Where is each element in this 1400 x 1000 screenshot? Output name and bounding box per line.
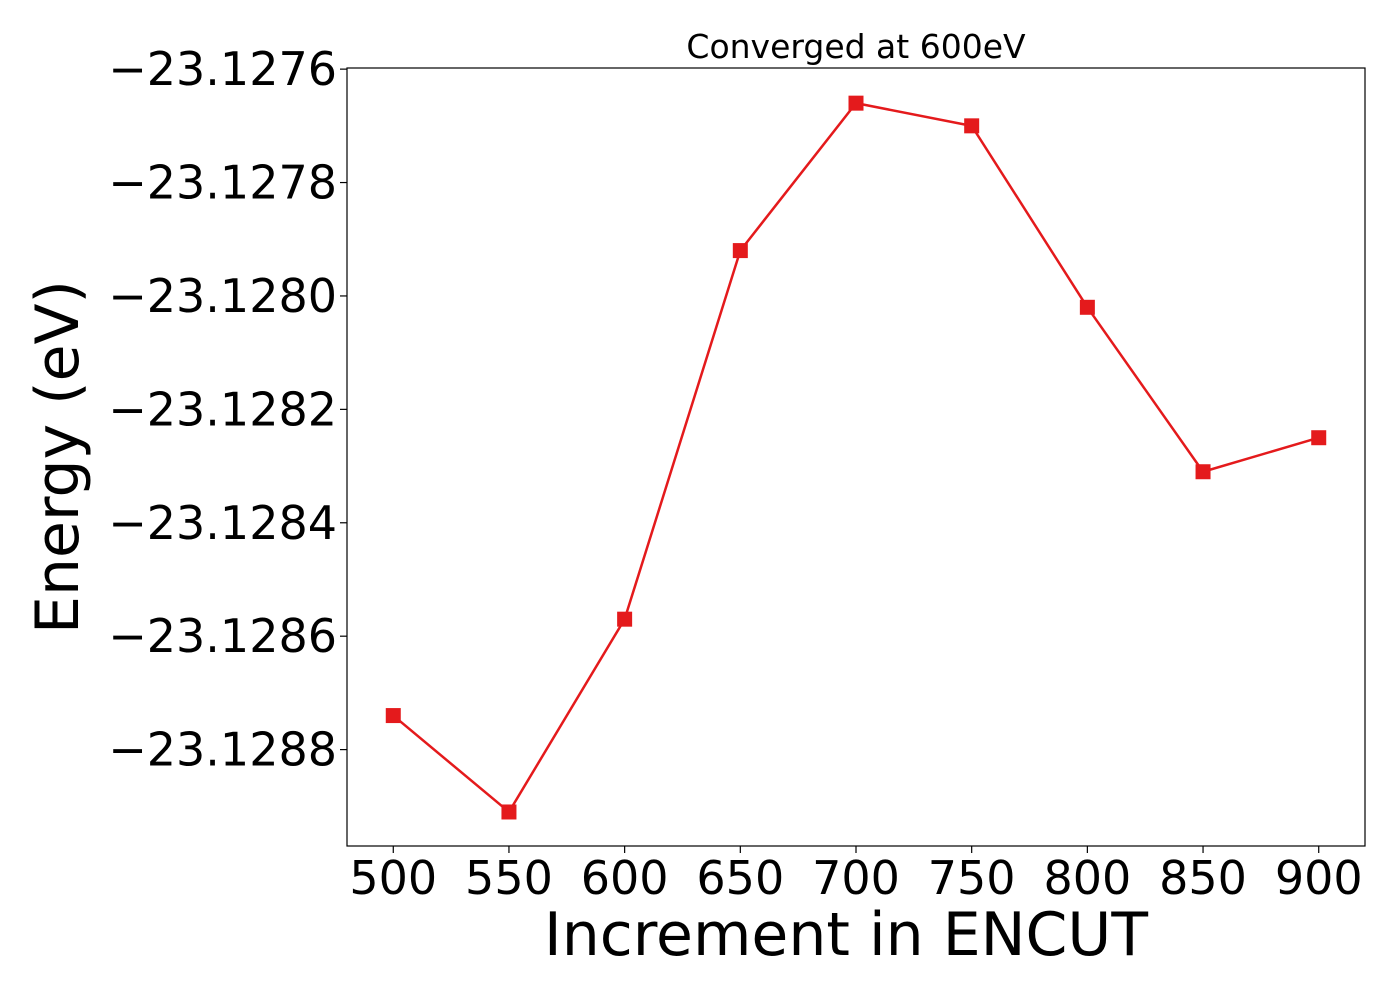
plot-area (347, 68, 1365, 846)
y-axis: −23.1288 −23.1286 −23.1284 −23.1282 −23.1280… (108, 42, 347, 777)
x-tick-label: 850 (1159, 851, 1247, 905)
x-tick-label: 600 (581, 851, 669, 905)
y-axis-label: Energy (eV) (23, 280, 93, 634)
y-tick-label: −23.1284 (108, 496, 337, 550)
data-point-marker (964, 118, 980, 134)
data-point-marker (848, 95, 864, 111)
data-point-marker (1079, 299, 1095, 315)
data-point-marker (732, 243, 748, 259)
data-point-marker (501, 804, 517, 820)
chart-title: Converged at 600eV (686, 27, 1026, 66)
x-tick-label: 500 (349, 851, 437, 905)
x-tick-label: 750 (928, 851, 1016, 905)
x-tick-label: 550 (465, 851, 553, 905)
data-point-marker (617, 611, 633, 627)
y-tick-label: −23.1286 (108, 609, 337, 663)
x-tick-label: 800 (1043, 851, 1131, 905)
x-axis: 500 550 600 650 700 750 800 850 900 (349, 846, 1363, 905)
y-tick-label: −23.1278 (108, 156, 337, 210)
x-tick-label: 900 (1275, 851, 1363, 905)
x-tick-label: 700 (812, 851, 900, 905)
y-tick-label: −23.1276 (108, 42, 337, 96)
y-tick-label: −23.1288 (108, 723, 337, 777)
x-tick-label: 650 (696, 851, 784, 905)
data-point-marker (1311, 430, 1327, 446)
x-axis-label: Increment in ENCUT (544, 900, 1148, 970)
data-point-marker (1195, 464, 1211, 480)
series-layer (385, 95, 1327, 820)
data-point-marker (385, 708, 401, 724)
y-tick-label: −23.1282 (108, 382, 337, 436)
y-tick-label: −23.1280 (108, 269, 337, 323)
